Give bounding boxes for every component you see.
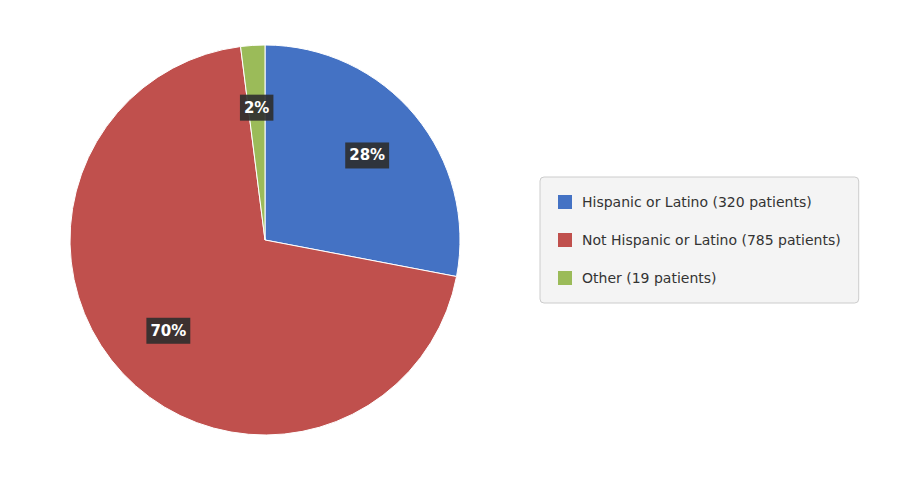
slices xyxy=(70,45,460,435)
legend-swatch xyxy=(558,195,572,209)
legend: Hispanic or Latino (320 patients) Not His… xyxy=(540,177,859,303)
chart-container: 28% 70% 2% Hispanic or Latino (320 patients… xyxy=(0,0,900,480)
pie-slice xyxy=(70,47,457,435)
legend-frame xyxy=(540,177,859,303)
data-label: 70% xyxy=(150,322,186,340)
data-label-box xyxy=(345,142,389,168)
pie-slice xyxy=(241,45,265,240)
chart-svg: 28% 70% 2% Hispanic or Latino (320 patients… xyxy=(0,0,900,480)
legend-label: Not Hispanic or Latino (785 patients) xyxy=(582,232,841,248)
legend-swatch xyxy=(558,233,572,247)
legend-label: Hispanic or Latino (320 patients) xyxy=(582,194,812,210)
data-label: 2% xyxy=(244,99,269,117)
background xyxy=(0,0,900,480)
data-label: 28% xyxy=(349,146,385,164)
pie-slice xyxy=(265,45,460,277)
data-label-box xyxy=(146,318,190,344)
legend-swatch xyxy=(558,271,572,285)
data-labels: 28% 70% 2% xyxy=(146,95,389,344)
legend-label: Other (19 patients) xyxy=(582,270,717,286)
data-label-box xyxy=(240,95,273,121)
